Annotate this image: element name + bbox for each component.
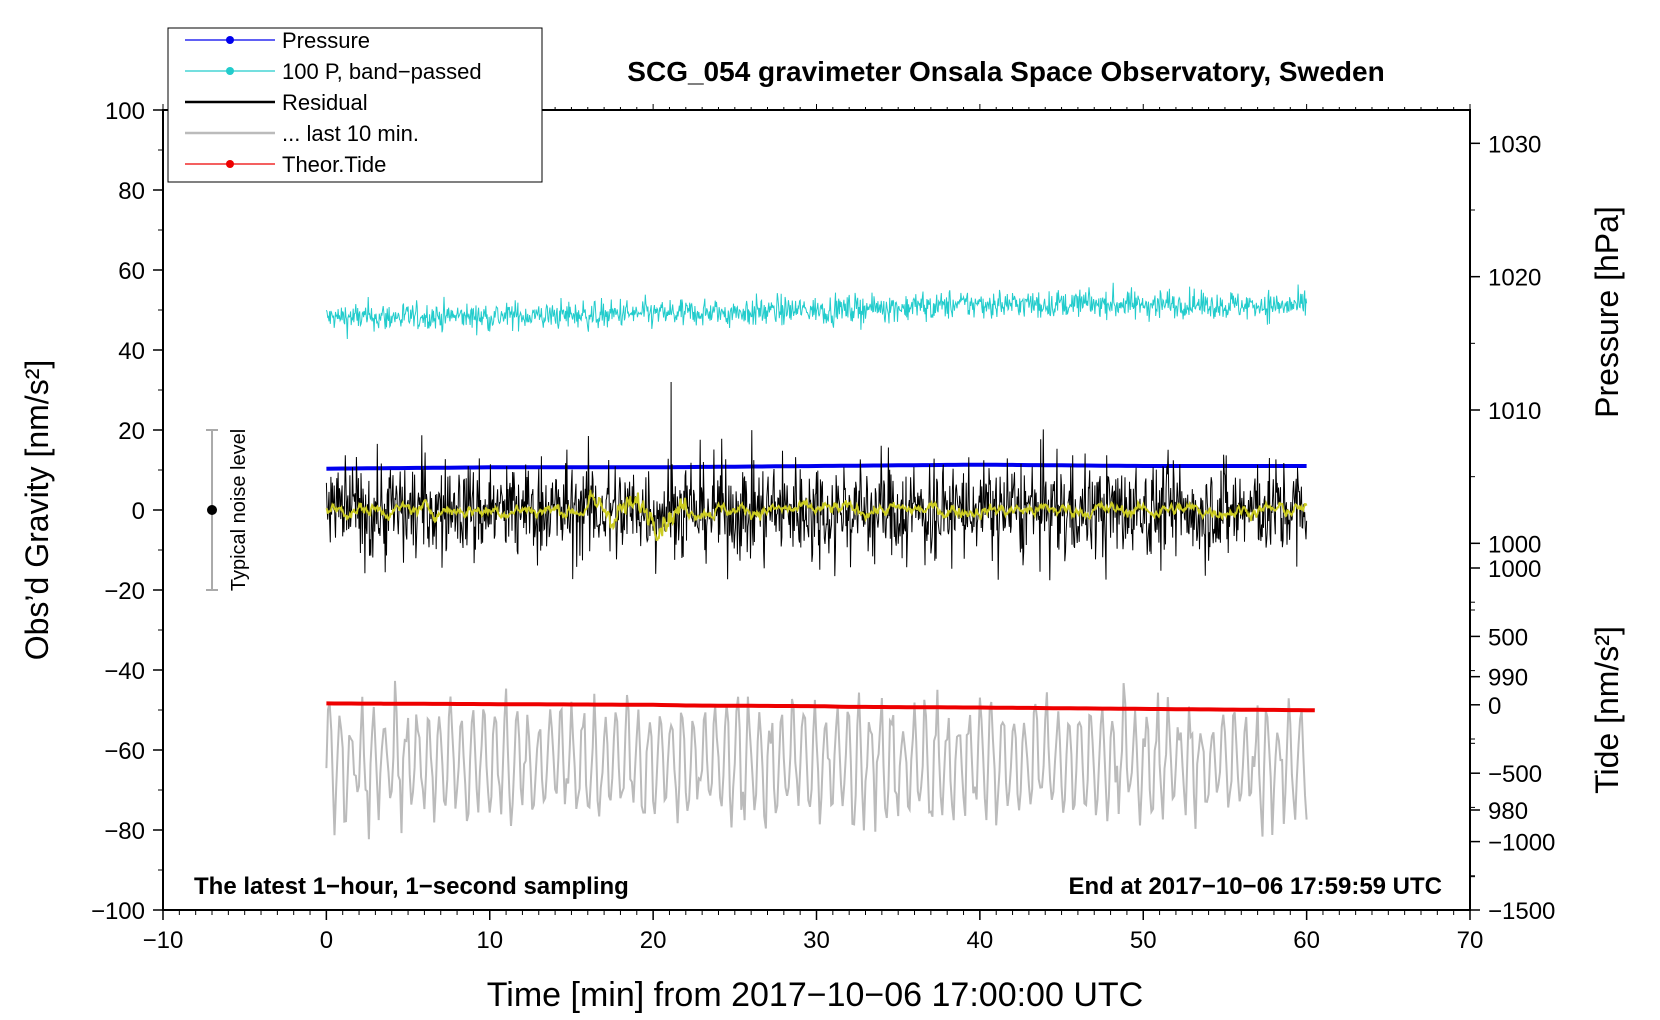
legend-bandpassed-marker xyxy=(226,67,234,75)
y-tick-label: −80 xyxy=(104,818,145,845)
series-pressure xyxy=(326,462,1307,471)
series-filtered-residual xyxy=(325,489,1308,542)
tide-tick-label: −1000 xyxy=(1488,830,1555,857)
pressure-tick-label: 1030 xyxy=(1488,131,1541,158)
series-residual xyxy=(325,381,1308,581)
pressure-tick-label: 1020 xyxy=(1488,265,1541,292)
tide-tick-label: −1500 xyxy=(1488,898,1555,925)
x-tick-label: −10 xyxy=(143,927,184,954)
x-tick-label: 60 xyxy=(1293,927,1320,954)
tide-tick-label: 1000 xyxy=(1488,556,1541,583)
annotation-sampling: The latest 1−hour, 1−second sampling xyxy=(194,873,629,900)
noise-bar: Typical noise level xyxy=(206,429,250,591)
axes-layer: −10 0 10 20 30 40 50 60 70100806040200−20−40−60−… xyxy=(91,98,1555,954)
x-tick-label: 40 xyxy=(967,927,994,954)
x-tick-label: 50 xyxy=(1130,927,1157,954)
y-tick-label: 20 xyxy=(118,418,145,445)
pressure-tick-label: 1000 xyxy=(1488,531,1541,558)
chart-title: SCG_054 gravimeter Onsala Space Observat… xyxy=(627,56,1384,87)
y-tick-label: −60 xyxy=(104,738,145,765)
tide-tick-label: 500 xyxy=(1488,624,1528,651)
y-tick-label: 100 xyxy=(105,98,145,125)
y-tick-label: −20 xyxy=(104,578,145,605)
y-tick-label: 60 xyxy=(118,258,145,285)
legend-pressure-marker xyxy=(226,36,234,44)
y-tick-label: 40 xyxy=(118,338,145,365)
pressure-tick-label: 990 xyxy=(1488,665,1528,692)
x-tick-label: 0 xyxy=(320,927,333,954)
y-axis-label-gravity: Obs’d Gravity [nm/s²] xyxy=(19,360,55,661)
y-axis-label-pressure: Pressure [hPa] xyxy=(1589,206,1625,418)
y-tick-label: −40 xyxy=(104,658,145,685)
x-tick-label: 10 xyxy=(476,927,503,954)
legend-last10-label: ... last 10 min. xyxy=(282,121,419,146)
x-tick-label: 20 xyxy=(640,927,667,954)
y-axis-label-tide: Tide [nm/s²] xyxy=(1589,626,1625,794)
legend-tide-label: Theor.Tide xyxy=(282,152,386,177)
y-tick-label: −100 xyxy=(91,898,145,925)
y-tick-label: 0 xyxy=(132,498,145,525)
series-last-10-min xyxy=(325,680,1308,840)
series-layer xyxy=(325,282,1315,840)
tide-tick-label: 0 xyxy=(1488,693,1501,720)
legend-tide-marker xyxy=(226,160,234,168)
series-100-p-band-passed xyxy=(325,282,1308,340)
pressure-tick-label: 980 xyxy=(1488,798,1528,825)
legend-bandpassed-label: 100 P, band−passed xyxy=(282,59,482,84)
noise-label: Typical noise level xyxy=(228,429,250,591)
x-tick-label: 30 xyxy=(803,927,830,954)
y-tick-label: 80 xyxy=(118,178,145,205)
x-tick-label: 70 xyxy=(1457,927,1484,954)
annotation-end-time: End at 2017−10−06 17:59:59 UTC xyxy=(1068,873,1442,900)
series-theor-tide xyxy=(326,701,1315,713)
noise-bar-center xyxy=(207,505,218,515)
legend-residual-label: Residual xyxy=(282,90,368,115)
legend-pressure-label: Pressure xyxy=(282,28,370,53)
tide-tick-label: −500 xyxy=(1488,761,1542,788)
pressure-tick-label: 1010 xyxy=(1488,398,1541,425)
legend: Pressure 100 P, band−passed Residual ...… xyxy=(167,27,543,183)
legend-box xyxy=(167,27,543,183)
x-axis-label: Time [min] from 2017−10−06 17:00:00 UTC xyxy=(487,976,1143,1014)
